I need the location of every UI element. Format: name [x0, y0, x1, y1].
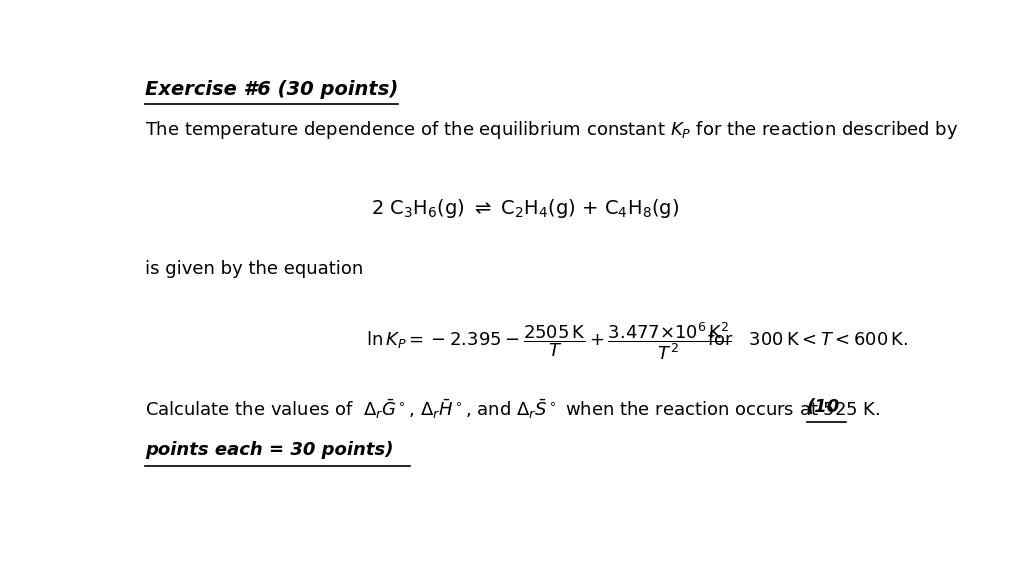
Text: for   $300\,\mathrm{K} < T < 600\,\mathrm{K}.$: for $300\,\mathrm{K} < T < 600\,\mathrm{… — [708, 331, 908, 349]
Text: Calculate the values of  $\Delta_r\bar{G}^\circ$, $\Delta_r\bar{H}^\circ$, and $: Calculate the values of $\Delta_r\bar{G}… — [145, 398, 889, 421]
Text: $\ln K_P = -2.395 - \dfrac{2505\,\mathrm{K}}{T} + \dfrac{3.477{\times}10^6\,\mat: $\ln K_P = -2.395 - \dfrac{2505\,\mathrm… — [367, 320, 731, 362]
Text: points each = 30 points): points each = 30 points) — [145, 441, 394, 459]
Text: (10: (10 — [807, 398, 840, 416]
Text: is given by the equation: is given by the equation — [145, 260, 364, 278]
Text: 2 C$_3$H$_6$(g) $\rightleftharpoons$ C$_2$H$_4$(g) + C$_4$H$_8$(g): 2 C$_3$H$_6$(g) $\rightleftharpoons$ C$_… — [371, 197, 679, 220]
Text: Exercise #6 (30 points): Exercise #6 (30 points) — [145, 80, 398, 99]
Text: The temperature dependence of the equilibrium constant $K_P$ for the reaction de: The temperature dependence of the equili… — [145, 119, 958, 141]
